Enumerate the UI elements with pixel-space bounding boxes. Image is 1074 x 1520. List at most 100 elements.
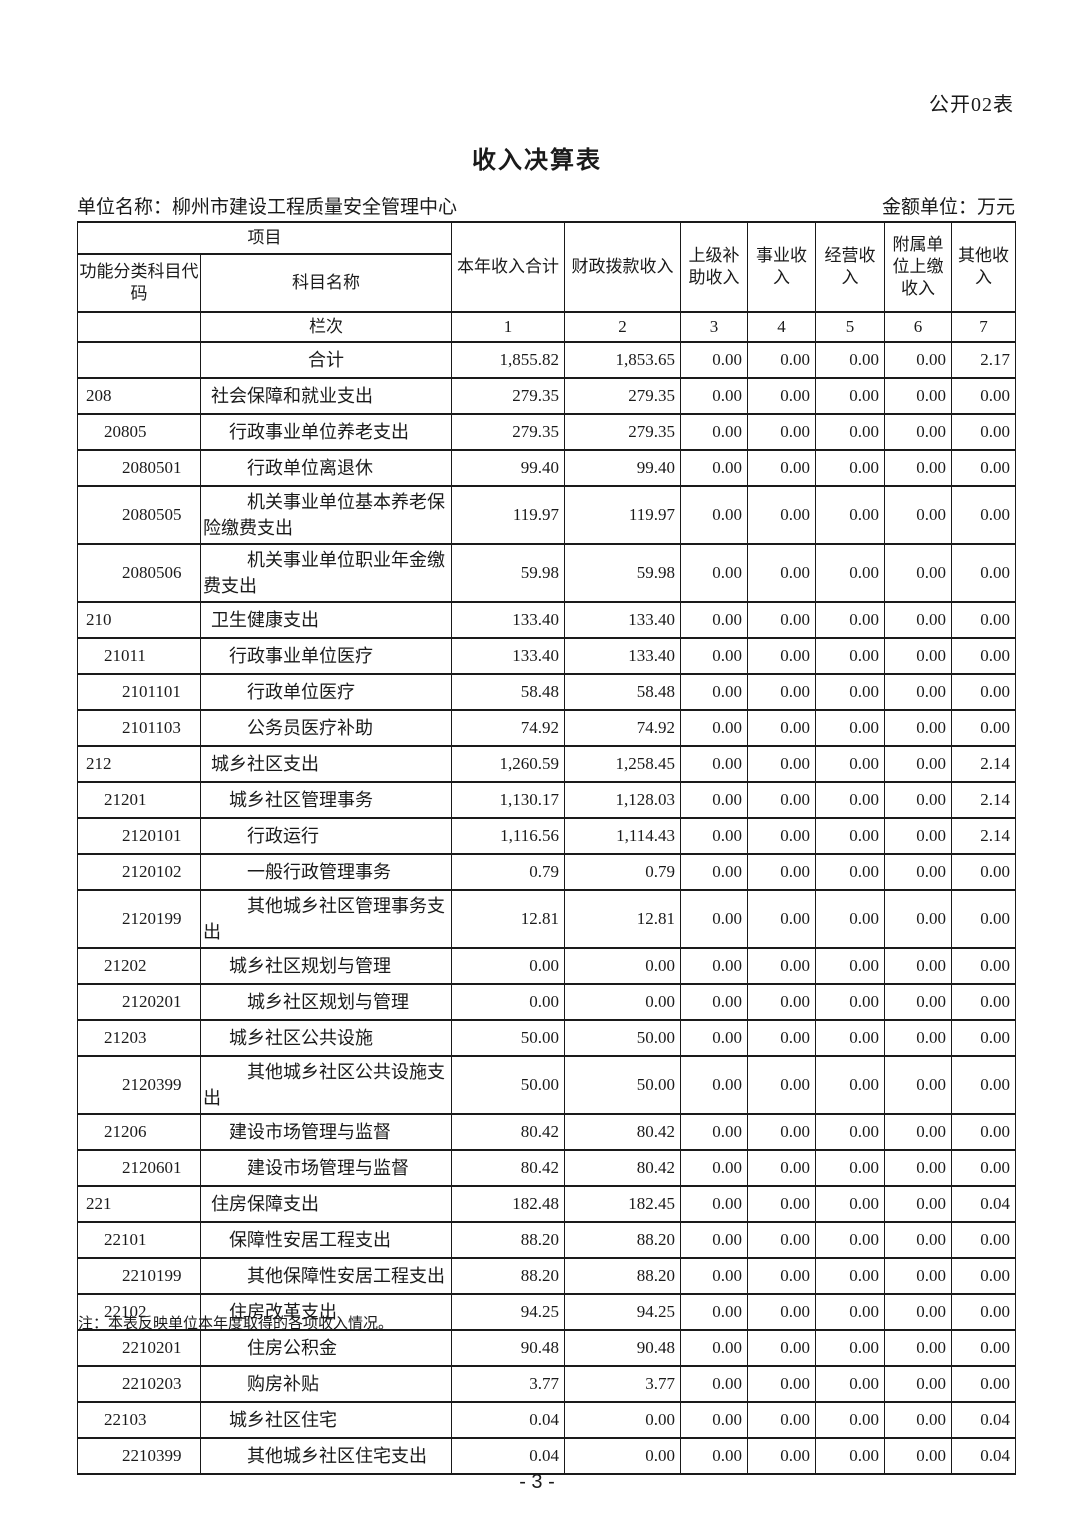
table-row: 2101103 公务员医疗补助 74.92 74.92 0.00 0.00 0.00 0.00… xyxy=(77,709,1016,747)
value-cell: 0.00 xyxy=(815,673,885,711)
value-cell: 0.00 xyxy=(951,1113,1016,1151)
value-cell: 80.42 xyxy=(451,1149,565,1187)
value-cell: 0.00 xyxy=(815,1149,885,1187)
value-cell: 0.00 xyxy=(951,709,1016,747)
value-cell: 0.00 xyxy=(680,377,748,415)
value-cell: 0.00 xyxy=(815,413,885,451)
code-cell: 2120102 xyxy=(77,853,201,891)
subject-name-cell: 住房保障支出 xyxy=(200,1185,452,1223)
value-cell: 0.00 xyxy=(815,745,885,783)
subject-name-cell: 行政运行 xyxy=(200,817,452,855)
value-cell: 94.25 xyxy=(451,1293,565,1331)
value-cell: 0.00 xyxy=(680,341,748,379)
value-cell: 0.79 xyxy=(564,853,681,891)
table-row: 2210203 购房补贴 3.77 3.77 0.00 0.00 0.00 0.00 0.00 xyxy=(77,1365,1016,1403)
value-cell: 0.00 xyxy=(747,1401,816,1439)
code-cell: 2120199 xyxy=(77,889,201,949)
table-row: 21201 城乡社区管理事务 1,130.17 1,128.03 0.00 0.00 0.0… xyxy=(77,781,1016,819)
table-row: 2120201 城乡社区规划与管理 0.00 0.00 0.00 0.00 0.00 0.00… xyxy=(77,983,1016,1021)
value-cell: 0.00 xyxy=(815,1019,885,1057)
value-cell: 0.00 xyxy=(884,673,952,711)
value-cell: 0.00 xyxy=(884,1437,952,1475)
table-row: 2120102 一般行政管理事务 0.79 0.79 0.00 0.00 0.00 0.00 0… xyxy=(77,853,1016,891)
code-cell: 221 xyxy=(77,1185,201,1223)
value-cell: 0.00 xyxy=(951,889,1016,949)
value-cell: 0.00 xyxy=(884,781,952,819)
value-cell: 0.00 xyxy=(815,543,885,603)
value-cell: 133.40 xyxy=(451,601,565,639)
code-cell: 21201 xyxy=(77,781,201,819)
value-cell: 58.48 xyxy=(451,673,565,711)
table-row: 2101101 行政单位医疗 58.48 58.48 0.00 0.00 0.00 0.00 0… xyxy=(77,673,1016,711)
value-cell: 0.00 xyxy=(747,1329,816,1367)
value-cell: 0.00 xyxy=(747,1257,816,1295)
value-cell: 1,130.17 xyxy=(451,781,565,819)
value-cell: 0.00 xyxy=(884,341,952,379)
subject-name-cell: 社会保障和就业支出 xyxy=(200,377,452,415)
value-cell: 0.00 xyxy=(815,1293,885,1331)
subject-name-cell: 建设市场管理与监督 xyxy=(200,1149,452,1187)
code-cell: 2120201 xyxy=(77,983,201,1021)
amount-unit-label: 金额单位：万元 xyxy=(881,197,1015,218)
code-cell: 2080505 xyxy=(77,485,201,545)
code-cell: 212 xyxy=(77,745,201,783)
subject-name-cell: 其他保障性安居工程支出 xyxy=(200,1257,452,1295)
subject-name-cell: 其他城乡社区管理事务支出 xyxy=(200,889,452,949)
table-body: 合计 1,855.82 1,853.65 0.00 0.00 0.00 0.00 2.17 20… xyxy=(77,341,1016,1475)
value-cell: 0.00 xyxy=(680,1055,748,1115)
value-cell: 3.77 xyxy=(451,1365,565,1403)
value-cell: 2.14 xyxy=(951,745,1016,783)
table-row: 212 城乡社区支出 1,260.59 1,258.45 0.00 0.00 0.00 0.0… xyxy=(77,745,1016,783)
value-cell: 0.00 xyxy=(884,889,952,949)
subject-name-cell: 城乡社区公共设施 xyxy=(200,1019,452,1057)
value-cell: 50.00 xyxy=(564,1019,681,1057)
value-cell: 0.00 xyxy=(680,781,748,819)
subject-name-cell: 城乡社区规划与管理 xyxy=(200,983,452,1021)
table-row: 2080505 机关事业单位基本养老保险缴费支出 119.97 119.97 0.00 0… xyxy=(77,485,1016,545)
value-cell: 0.00 xyxy=(815,1221,885,1259)
table-row: 210 卫生健康支出 133.40 133.40 0.00 0.00 0.00 0.00 0.0… xyxy=(77,601,1016,639)
value-cell: 0.00 xyxy=(747,853,816,891)
value-cell: 0.00 xyxy=(884,449,952,487)
subject-name-cell: 卫生健康支出 xyxy=(200,601,452,639)
value-cell: 0.00 xyxy=(951,1365,1016,1403)
value-cell: 0.00 xyxy=(680,673,748,711)
value-cell: 3.77 xyxy=(564,1365,681,1403)
value-cell: 0.00 xyxy=(747,485,816,545)
value-cell: 0.04 xyxy=(451,1401,565,1439)
value-cell: 0.00 xyxy=(747,673,816,711)
code-cell: 2080506 xyxy=(77,543,201,603)
value-cell: 0.00 xyxy=(747,781,816,819)
value-cell: 0.00 xyxy=(680,485,748,545)
value-cell: 0.00 xyxy=(951,673,1016,711)
column-number-row: 栏次 1 2 3 4 5 6 7 xyxy=(77,311,1016,343)
code-cell: 21203 xyxy=(77,1019,201,1057)
table-row: 2120199 其他城乡社区管理事务支出 12.81 12.81 0.00 0.00 0.0… xyxy=(77,889,1016,949)
value-cell: 0.04 xyxy=(951,1185,1016,1223)
value-cell: 0.00 xyxy=(951,1293,1016,1331)
subject-name-cell: 保障性安居工程支出 xyxy=(200,1221,452,1259)
value-cell: 94.25 xyxy=(564,1293,681,1331)
value-cell: 0.00 xyxy=(680,1221,748,1259)
subject-name-cell: 购房补贴 xyxy=(200,1365,452,1403)
value-cell: 0.00 xyxy=(747,637,816,675)
subject-name-cell: 行政单位医疗 xyxy=(200,673,452,711)
table-row: 2210201 住房公积金 90.48 90.48 0.00 0.00 0.00 0.00 0.… xyxy=(77,1329,1016,1367)
column-number: 5 xyxy=(815,311,885,343)
value-cell: 88.20 xyxy=(564,1221,681,1259)
value-cell: 74.92 xyxy=(451,709,565,747)
subject-name-cell: 合计 xyxy=(200,341,452,379)
value-cell: 0.04 xyxy=(951,1437,1016,1475)
value-cell: 0.00 xyxy=(815,341,885,379)
value-cell: 0.00 xyxy=(884,853,952,891)
value-cell: 0.00 xyxy=(884,1293,952,1331)
value-cell: 0.00 xyxy=(747,1293,816,1331)
value-cell: 0.00 xyxy=(747,1185,816,1223)
code-cell: 20805 xyxy=(77,413,201,451)
lanci-empty-cell xyxy=(77,311,201,343)
lanci-label: 栏次 xyxy=(200,311,452,343)
value-cell: 0.00 xyxy=(815,485,885,545)
revenue-table: 项目 本年收入合计 财政拨款收入 上级补助收入 事业收入 经营收入 附属单位上缴… xyxy=(77,221,1016,1475)
value-cell: 0.00 xyxy=(815,853,885,891)
value-cell: 0.00 xyxy=(815,601,885,639)
